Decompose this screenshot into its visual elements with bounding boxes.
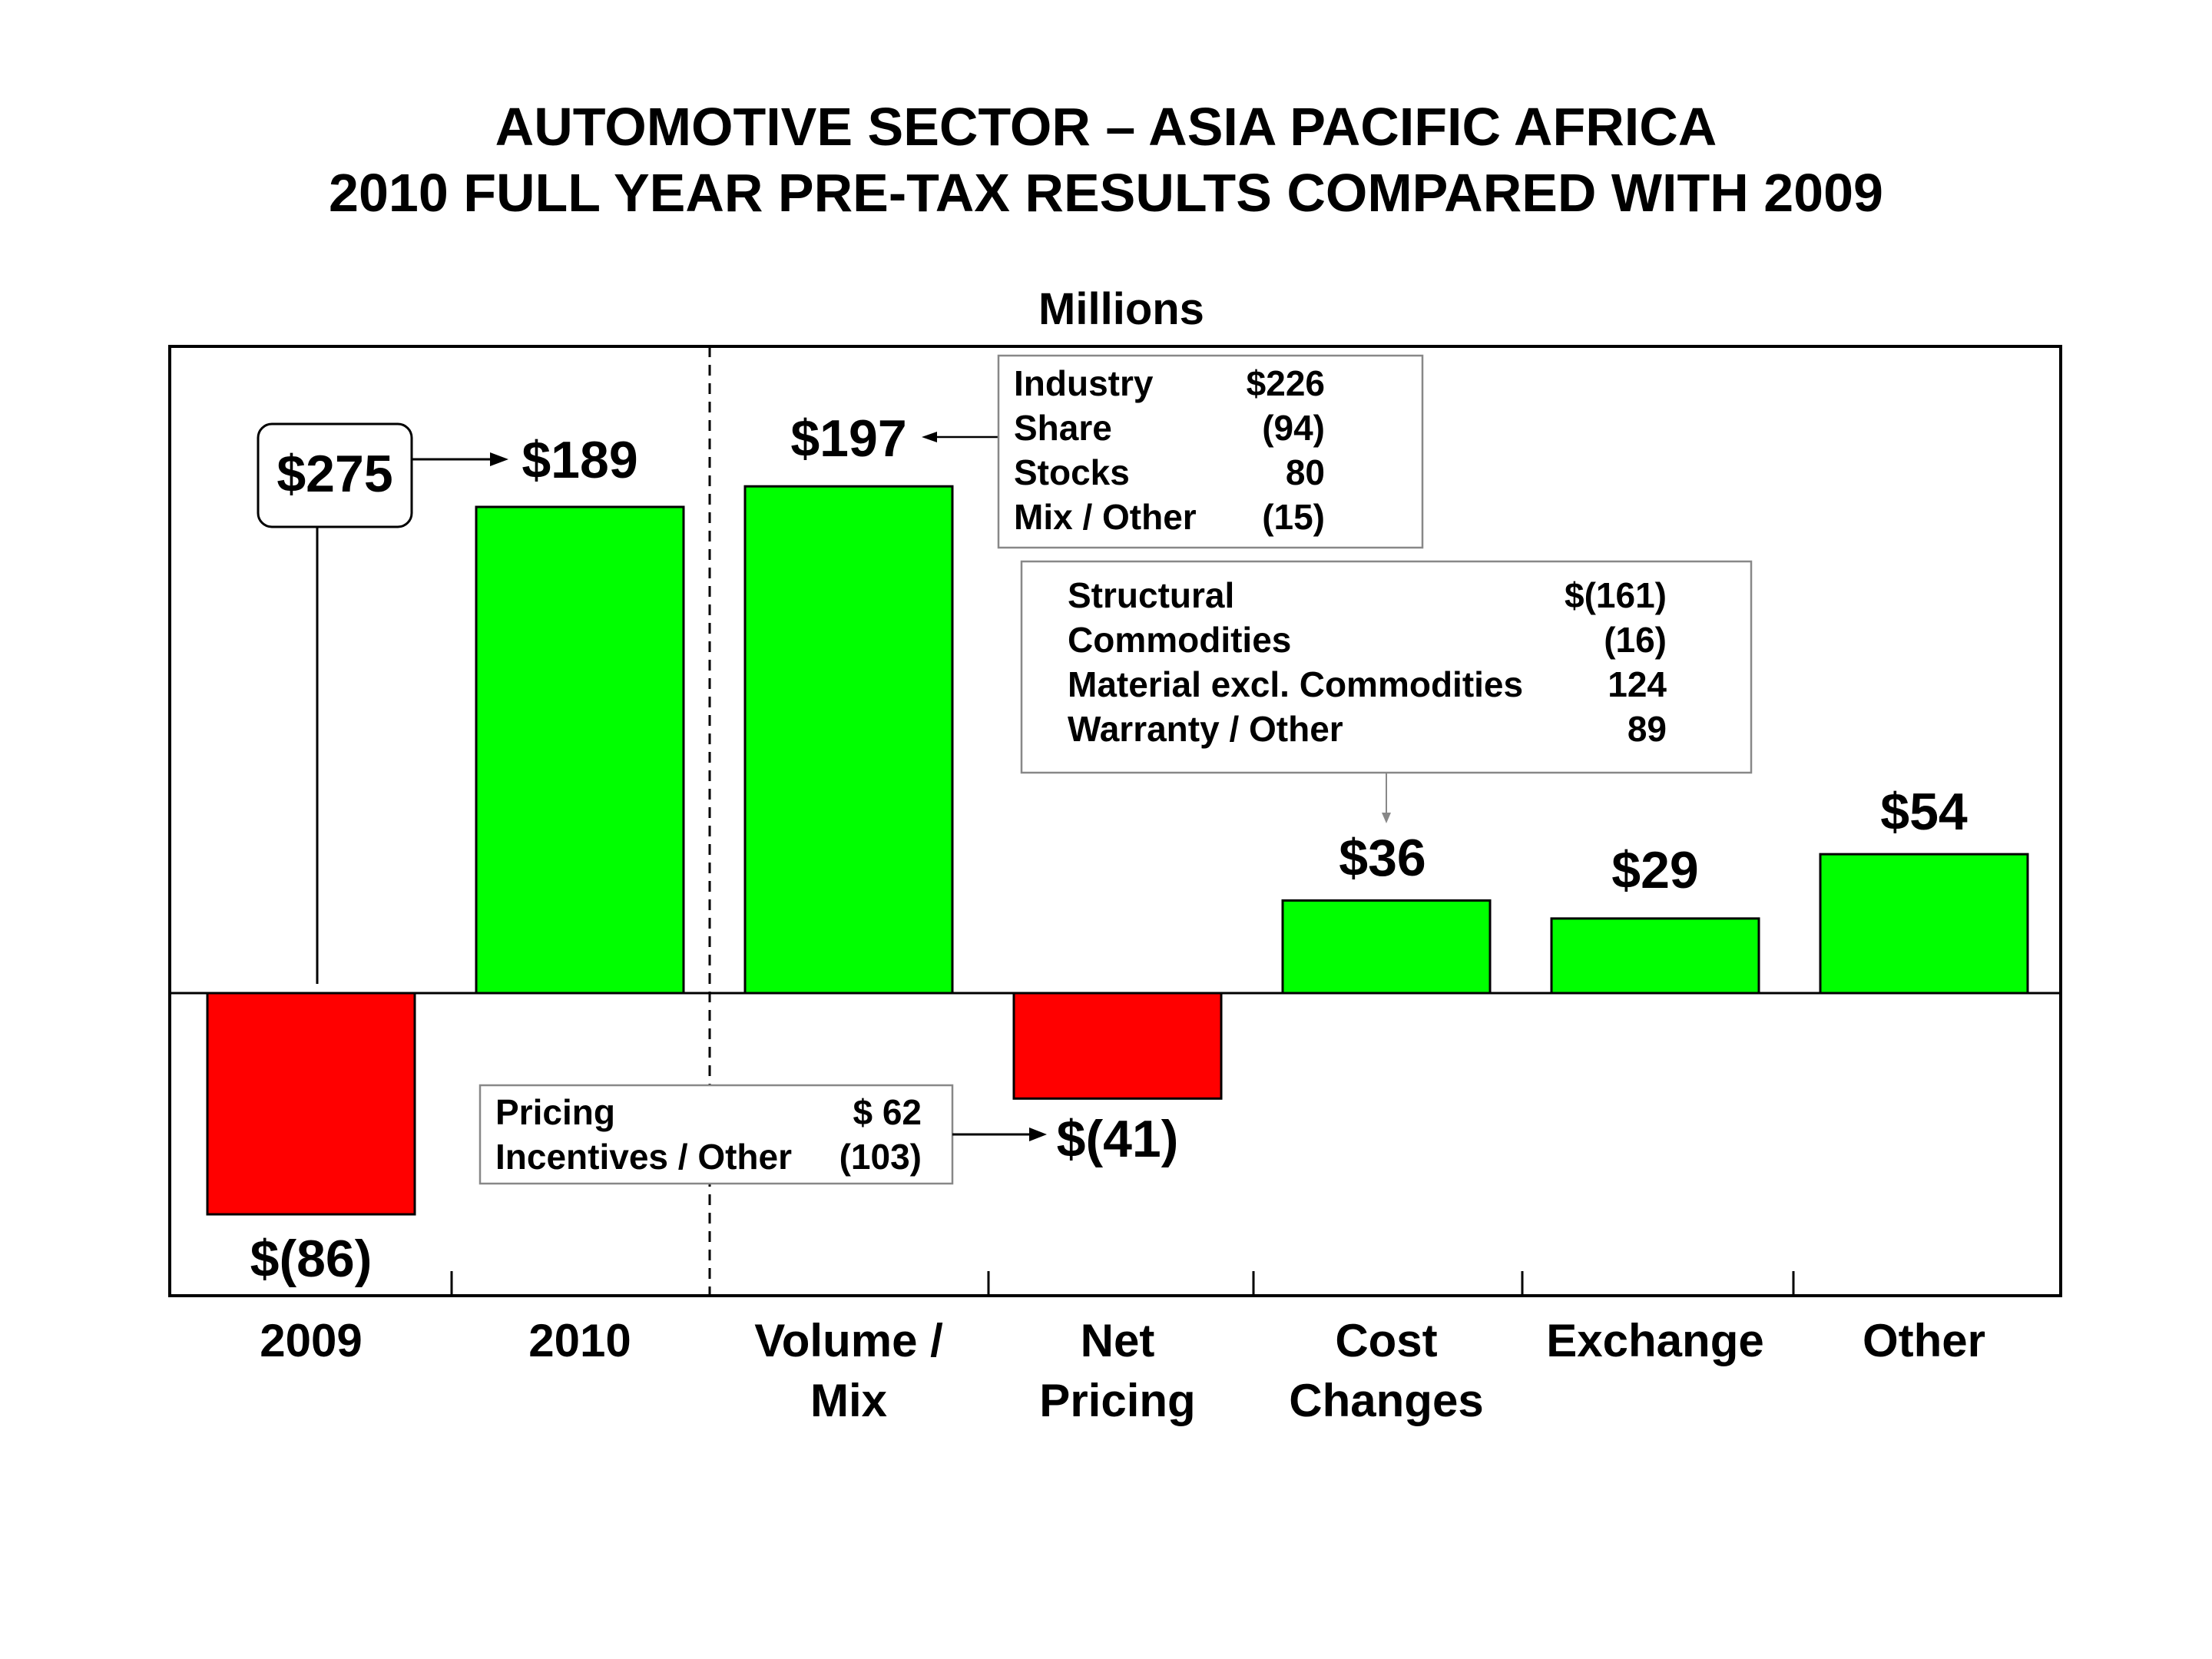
cost-changes-item-value: 124 [1608,664,1667,704]
units-label: Millions [1038,284,1204,334]
net-pricing-item-label: Incentives / Other [495,1137,792,1177]
cost-changes-item-value: $(161) [1565,575,1667,615]
data-label: $197 [790,409,906,468]
total-2009-label: $275 [276,445,392,503]
x-tick-label: Net [1081,1315,1155,1366]
data-label: $29 [1611,841,1698,899]
volume-mix-breakdown-box [997,354,1424,549]
cost-changes-item-value: (16) [1604,620,1667,660]
bar-cost-changes [1281,899,1492,995]
bar-other [1819,853,2029,995]
bar-2010 [475,505,685,995]
net-pricing-item-value: $ 62 [853,1092,922,1132]
net-pricing-item-label: Pricing [495,1092,615,1132]
bar-2009 [206,992,416,1216]
bar-volume-mix [743,485,954,995]
cost-changes-item-label: Commodities [1068,620,1291,660]
x-tick-label: Volume / [754,1315,943,1366]
data-label: $(86) [250,1230,373,1288]
bar-net-pricing [1012,992,1223,1100]
chart-title-line-1: AUTOMOTIVE SECTOR – ASIA PACIFIC AFRICA [495,97,1717,157]
x-tick-label: Cost [1335,1315,1437,1366]
volume-mix-item-label: Share [1014,408,1112,448]
data-label: $189 [522,431,637,489]
volume-mix-item-value: (15) [1262,497,1325,537]
x-tick-label: Changes [1289,1375,1483,1426]
data-label: $36 [1339,829,1426,887]
net-pricing-breakdown-box [478,1084,954,1185]
bar-exchange [1550,917,1760,995]
x-tick-label: Mix [810,1375,887,1426]
volume-mix-item-value: 80 [1286,452,1325,492]
x-tick-label: Other [1863,1315,1985,1366]
arrow-head-icon [490,452,508,466]
cost-changes-breakdown-box [1020,560,1753,774]
chart-title-line-2: 2010 FULL YEAR PRE-TAX RESULTS COMPARED … [329,163,1883,223]
net-pricing-item-value: (103) [839,1137,922,1177]
arrow-head-icon [1382,813,1391,823]
volume-mix-item-label: Industry [1014,363,1154,403]
cost-changes-item-label: Structural [1068,575,1234,615]
volume-mix-item-value: $226 [1247,363,1325,403]
arrow-head-icon [922,432,937,442]
x-tick-label: Exchange [1546,1315,1763,1366]
cost-changes-item-value: 89 [1628,709,1667,749]
plot-frame [168,345,2062,1297]
data-label: $54 [1880,783,1968,841]
x-tick-label: Pricing [1039,1375,1195,1426]
chart-title: AUTOMOTIVE SECTOR – ASIA PACIFIC AFRICA … [0,94,2212,226]
cost-changes-item-label: Warranty / Other [1068,709,1343,749]
arrow-head-icon [1029,1128,1047,1141]
x-tick-label: 2009 [260,1315,362,1366]
volume-mix-item-label: Stocks [1014,452,1130,492]
volume-mix-item-label: Mix / Other [1014,497,1197,537]
x-tick-label: 2010 [528,1315,631,1366]
volume-mix-item-value: (94) [1262,408,1325,448]
cost-changes-item-label: Material excl. Commodities [1068,664,1523,704]
total-2009-callout-box [257,422,413,528]
data-label: $(41) [1057,1110,1179,1168]
